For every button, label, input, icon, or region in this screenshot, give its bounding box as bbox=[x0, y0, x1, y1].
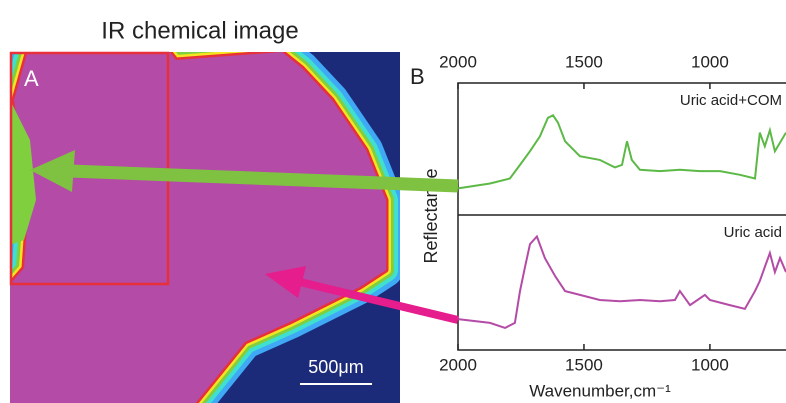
series-label: Uric acid bbox=[724, 224, 782, 241]
figure: IR chemical image A 500μm B Reflectance … bbox=[0, 0, 786, 403]
spectrum-line bbox=[458, 115, 786, 188]
x-tick-label: 2000 bbox=[439, 355, 477, 374]
panel-a-label: A bbox=[24, 66, 39, 91]
plot-frame bbox=[458, 83, 786, 350]
scale-bar-label: 500μm bbox=[308, 357, 363, 377]
spectrum-line bbox=[458, 237, 786, 328]
panel-b-label: B bbox=[410, 64, 425, 89]
x-tick-label: 1000 bbox=[691, 355, 729, 374]
x-tick-label: 1500 bbox=[565, 52, 603, 71]
x-tick-label: 1500 bbox=[565, 355, 603, 374]
page: IR chemical image A 500μm B Reflectance … bbox=[0, 0, 786, 403]
series-label: Uric acid+COM bbox=[680, 92, 782, 109]
panel-a-title: IR chemical image bbox=[101, 17, 298, 44]
spectra: 2000 1500 1000 Uric acid+COM 2000 1500 1000 Wav… bbox=[439, 52, 786, 400]
x-tick-label: 1000 bbox=[691, 52, 729, 71]
x-tick-label: 2000 bbox=[439, 52, 477, 71]
x-axis-label: Wavenumber,cm⁻¹ bbox=[529, 381, 671, 400]
chemical-image bbox=[5, 50, 400, 403]
